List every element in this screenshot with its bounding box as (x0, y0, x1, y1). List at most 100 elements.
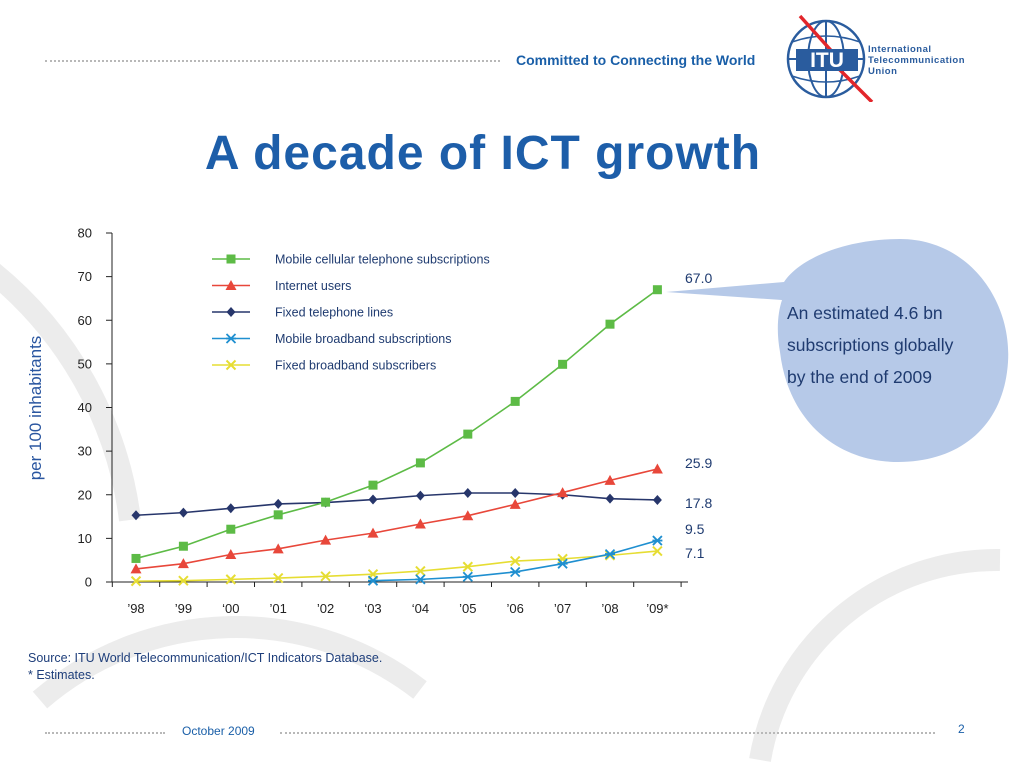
source-line-2: * Estimates. (28, 668, 95, 682)
data-point (367, 527, 379, 538)
data-point (463, 429, 473, 439)
y-tick-label: 30 (78, 444, 92, 459)
header-divider (45, 60, 500, 62)
end-value-label: 17.8 (685, 495, 712, 511)
data-point (557, 558, 568, 569)
data-point (652, 545, 663, 557)
data-point (415, 458, 425, 468)
legend-marker (225, 333, 237, 344)
x-tick-label: ’06 (507, 601, 524, 616)
data-point (510, 396, 520, 406)
legend-label: Mobile cellular telephone subscriptions (275, 253, 490, 267)
data-point (651, 463, 663, 474)
data-point (462, 561, 474, 572)
legend-label: Mobile broadband subscriptions (275, 332, 452, 346)
x-tick-label: ’02 (317, 601, 334, 616)
source-line-1: Source: ITU World Telecommunication/ICT … (28, 651, 383, 665)
data-point (510, 566, 521, 578)
series-4 (367, 535, 663, 586)
series-line (135, 550, 658, 582)
callout-bubble: An estimated 4.6 bn subscriptions globall… (666, 239, 1009, 462)
data-point (321, 497, 331, 507)
callout-line-2: subscriptions globally (787, 335, 954, 355)
data-point (652, 494, 662, 505)
data-point (414, 518, 426, 529)
data-point (604, 550, 616, 561)
itu-logo: ITU (786, 14, 874, 102)
legend-marker (226, 254, 236, 264)
chart-legend: Mobile cellular telephone subscriptions I… (212, 253, 490, 373)
y-tick-label: 70 (78, 269, 92, 284)
data-point (604, 474, 616, 485)
data-point (415, 490, 425, 501)
data-point (272, 543, 284, 554)
end-value-label: 9.5 (685, 521, 705, 537)
data-point (367, 575, 379, 586)
legend-marker (225, 359, 237, 371)
footer-divider-left (45, 732, 165, 734)
data-point (225, 549, 237, 560)
x-tick-label: ’09* (646, 601, 668, 616)
legend-marker (226, 307, 236, 317)
data-point (178, 541, 188, 551)
slide-title: A decade of ICT growth (204, 127, 762, 180)
logo-abbr: ITU (810, 49, 844, 72)
data-point (226, 524, 236, 534)
data-point (463, 488, 473, 499)
data-point (509, 555, 521, 567)
data-point (273, 510, 283, 520)
series-1 (131, 285, 662, 563)
footer-divider-right (280, 732, 935, 734)
data-point (462, 510, 474, 521)
y-tick-label: 80 (78, 226, 92, 241)
data-point (178, 507, 188, 518)
data-point (652, 285, 662, 295)
data-point (131, 553, 141, 563)
x-tick-label: ‘03 (364, 601, 381, 616)
y-tick-label: 10 (78, 531, 92, 546)
x-tick-label: ‘00 (222, 601, 239, 616)
y-tick-label: 0 (85, 575, 92, 590)
x-tick-label: ‘04 (412, 601, 429, 616)
series-5 (130, 545, 663, 587)
x-tick-label: ’99 (175, 601, 192, 616)
data-point (273, 498, 283, 509)
data-point (510, 488, 520, 499)
data-point (225, 574, 237, 585)
logo-line-2: Telecommunication (868, 55, 966, 66)
data-point (130, 563, 142, 574)
data-point (509, 498, 521, 509)
series-2 (130, 463, 663, 574)
x-tick-label: ’01 (270, 601, 287, 616)
footer-date: October 2009 (182, 724, 255, 738)
legend-label: Fixed telephone lines (275, 306, 393, 320)
series-line (135, 492, 658, 517)
callout-line-1: An estimated 4.6 bn (787, 303, 943, 323)
y-tick-label: 50 (78, 356, 92, 371)
x-tick-label: ’08 (601, 601, 618, 616)
data-point (368, 480, 378, 490)
legend-label: Fixed broadband subscribers (275, 359, 436, 373)
data-point (558, 359, 568, 369)
data-point (462, 571, 473, 582)
data-point (131, 510, 141, 521)
series-line (135, 468, 658, 570)
x-tick-label: ’98 (127, 601, 144, 616)
data-point (178, 575, 189, 586)
data-point (415, 565, 426, 577)
chart-axes: 0 10 20 30 40 50 60 70 80 ’98 ’99 ‘00 ’01 ’02 ‘03 ‘04 ’0… (78, 226, 688, 616)
header-tagline: Committed to Connecting the World (516, 52, 756, 68)
series-line (135, 289, 658, 560)
page-number: 2 (958, 722, 965, 736)
data-point (320, 534, 332, 545)
callout-line-3: by the end of 2009 (787, 367, 932, 387)
logo-line-3: Union (868, 66, 898, 77)
data-point (272, 572, 284, 584)
logo-line-1: International (868, 44, 932, 55)
data-point (605, 493, 615, 504)
data-point (605, 319, 615, 329)
data-point (130, 575, 142, 587)
chart-series: 67.0 25.9 17.8 9.5 7.1 (130, 270, 712, 587)
y-tick-label: 20 (78, 487, 92, 502)
